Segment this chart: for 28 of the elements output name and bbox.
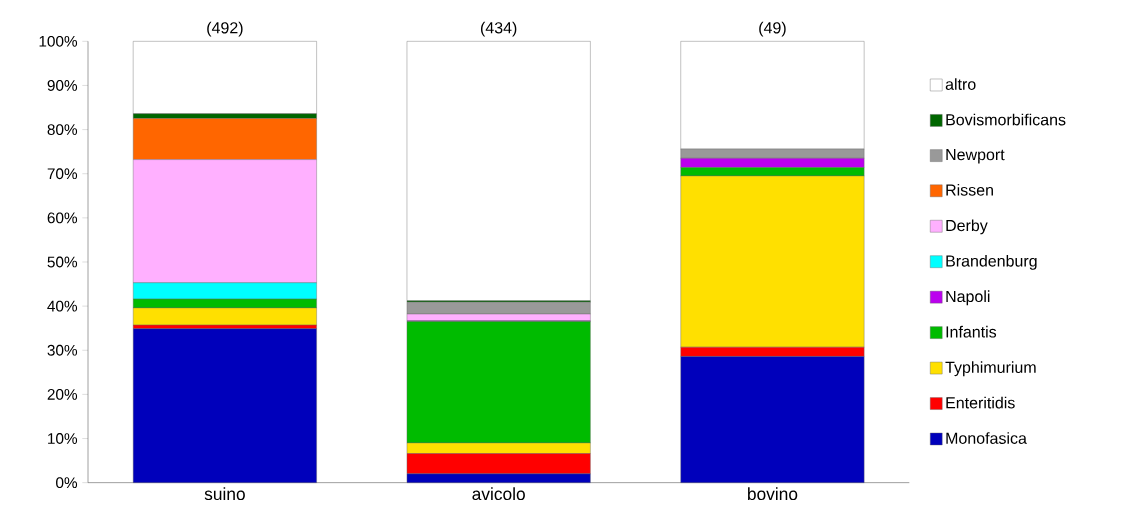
legend-label: Enteritidis	[946, 396, 1015, 409]
y-tick-label: 30%	[47, 344, 78, 356]
x-tick-label: avicolo	[472, 487, 525, 501]
legend-label: Monofasica	[946, 432, 1027, 444]
legend-label: Bovismorbificans	[946, 113, 1066, 126]
legend-label: Napoli	[946, 290, 990, 306]
y-tick-label: 20%	[47, 388, 78, 400]
y-tick-label: 50%	[47, 256, 78, 268]
legend-label: altro	[945, 78, 976, 90]
legend-label: Brandenburg	[946, 254, 1037, 270]
legend-label: Typhimurium	[945, 361, 1036, 377]
legend-label: Newport	[946, 149, 1005, 164]
y-tick-label: 100%	[39, 35, 78, 47]
text: (434)	[480, 21, 517, 37]
y-tick-label: 0%	[56, 477, 78, 489]
y-tick-label: 40%	[47, 300, 78, 312]
x-tick-label: bovino	[748, 487, 798, 501]
legend-label: Rissen	[946, 183, 993, 196]
y-tick-label: 90%	[47, 80, 78, 91]
y-tick-label: 10%	[48, 433, 78, 444]
text: (49)	[759, 21, 786, 37]
legend-label: Derby	[946, 219, 988, 235]
legend-label: Infantis	[946, 325, 997, 338]
y-tick-label: 70%	[47, 168, 78, 180]
y-tick-label: 60%	[47, 212, 78, 224]
text: (492)	[207, 21, 243, 37]
x-tick-label: suino	[204, 487, 245, 501]
y-tick-label: 80%	[47, 124, 78, 136]
